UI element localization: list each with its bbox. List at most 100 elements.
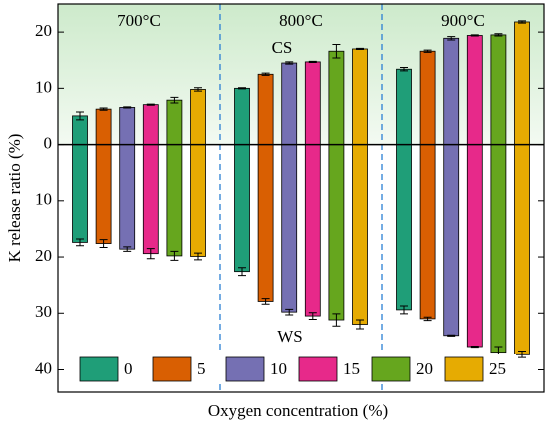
bar (72, 144, 88, 243)
error-bar (285, 61, 294, 65)
error-bar (76, 238, 84, 247)
annotation-ws: WS (277, 327, 303, 346)
error-bar (400, 305, 408, 315)
bar (304, 144, 321, 317)
bar (234, 144, 250, 273)
error-bar (308, 312, 317, 320)
bar (281, 144, 298, 313)
error-bar (123, 106, 132, 109)
error-bar (332, 43, 341, 59)
error-bar (332, 313, 341, 327)
legend-label: 25 (489, 359, 506, 378)
bar (514, 144, 530, 355)
bar (281, 62, 298, 145)
bar (234, 87, 250, 145)
group-label: 900°C (441, 11, 485, 30)
legend-swatch (298, 356, 338, 382)
bar (443, 144, 460, 337)
bar (95, 108, 112, 145)
legend-label: 5 (197, 359, 206, 378)
error-bar (470, 34, 479, 37)
bar (142, 104, 159, 145)
bar (142, 144, 159, 255)
legend-box (74, 354, 516, 384)
error-bar (285, 308, 294, 316)
legend-swatch (152, 356, 192, 382)
error-bar (76, 111, 84, 121)
bar (119, 107, 136, 145)
error-bar (146, 248, 155, 260)
bar (166, 144, 183, 257)
error-bar (170, 96, 179, 104)
error-bar (261, 72, 270, 76)
bar (419, 144, 436, 320)
bar (95, 144, 112, 244)
bar (419, 50, 436, 145)
error-bar (356, 319, 364, 330)
bar (396, 144, 412, 311)
legend-swatch (225, 356, 265, 382)
group-label: 700°C (117, 11, 161, 30)
error-bar (518, 351, 526, 358)
bar (328, 144, 345, 321)
bar (466, 144, 483, 348)
error-bar (146, 103, 155, 106)
legend-swatch (79, 356, 119, 382)
y-tick-label: 20 (35, 21, 52, 40)
plot-frame (57, 3, 545, 393)
y-tick-label: 20 (35, 246, 52, 265)
error-bar (518, 20, 526, 24)
y-tick-label: 0 (44, 133, 53, 152)
y-axis-label: K release ratio (%) (5, 134, 24, 263)
bar (257, 73, 274, 145)
bar (190, 89, 206, 145)
bar (466, 35, 483, 145)
error-bar (99, 107, 108, 111)
bar (514, 21, 530, 145)
bar (166, 99, 183, 145)
legend-label: 0 (124, 359, 133, 378)
annotation-cs: CS (272, 38, 293, 57)
x-axis-label: Oxygen concentration (%) (208, 401, 388, 420)
bar (119, 144, 136, 250)
error-bar (238, 267, 246, 277)
error-bar (99, 239, 108, 248)
error-bar (447, 334, 456, 337)
error-bar (470, 345, 479, 349)
error-bar (423, 316, 432, 322)
error-bar (261, 298, 270, 305)
y-tick-label: 30 (35, 302, 52, 321)
error-bar (194, 252, 202, 261)
bar (490, 144, 507, 354)
bar (352, 48, 368, 145)
legend-swatch (444, 356, 484, 382)
error-bar (447, 36, 456, 41)
bar (490, 34, 507, 145)
error-bar (423, 49, 432, 53)
legend-swatch (371, 356, 411, 382)
error-bar (494, 33, 503, 37)
legend-label: 10 (270, 359, 287, 378)
legend-label: 15 (343, 359, 360, 378)
bar (190, 144, 206, 257)
group-label: 800°C (279, 11, 323, 30)
bar (352, 144, 368, 325)
error-bar (238, 87, 246, 90)
bar (328, 50, 345, 145)
positive-background (58, 4, 544, 145)
y-tick-label: 40 (35, 358, 52, 377)
bar (443, 37, 460, 145)
legend-label: 20 (416, 359, 433, 378)
error-bar (308, 60, 317, 63)
error-bar (400, 67, 408, 72)
bar (304, 61, 321, 145)
bar (396, 68, 412, 145)
y-tick-label: 10 (35, 190, 52, 209)
y-tick-label: 10 (35, 77, 52, 96)
error-bar (170, 250, 179, 261)
error-bar (123, 246, 132, 252)
error-bar (356, 47, 364, 51)
error-bar (194, 87, 202, 92)
